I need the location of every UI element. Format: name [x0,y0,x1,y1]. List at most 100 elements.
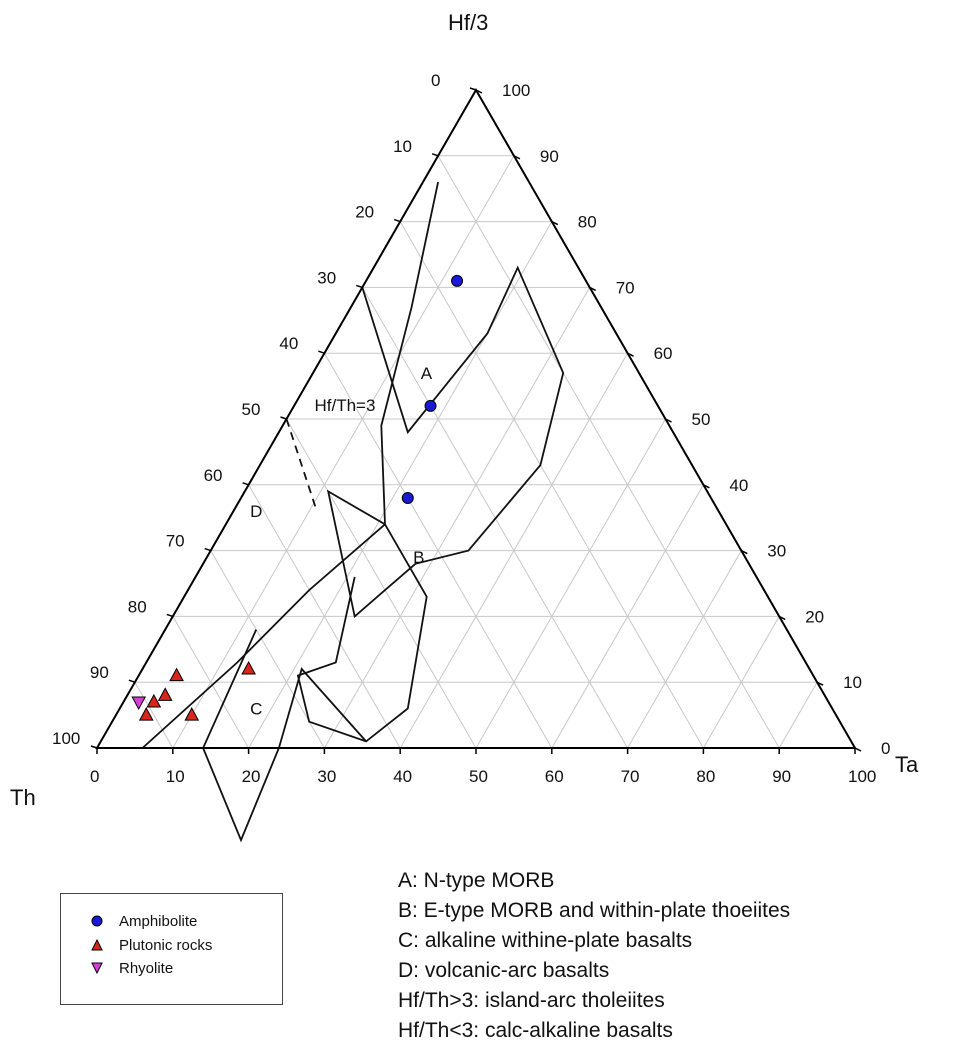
triangle-up-marker-icon [91,939,103,951]
right-axis-tick [665,418,672,423]
plutonic-rocks-point [138,707,154,721]
legend-label: Plutonic rocks [119,936,213,954]
right-axis-tick [551,220,559,226]
key-line: C: alkaline withine-plate basalts [398,929,693,952]
apex-label-top: Hf/3 [448,10,488,35]
plutonic-rocks-point [157,687,173,701]
left-axis-tick [356,284,363,289]
field-label-a: A [421,364,433,383]
bottom-axis-tick-label: 20 [242,767,261,786]
field-a-outline [326,181,565,619]
plutonic-rocks-point [146,693,162,708]
right-axis-tick-label: 40 [729,476,748,495]
left-axis-tick [280,416,287,420]
legend-item-rhyolite: Rhyolite [91,957,173,979]
left-axis-tick [318,350,325,354]
grid-line [778,681,818,749]
left-axis-tick-label: 50 [242,400,261,419]
legend-item-amphibolite: Amphibolite [91,910,197,932]
legend-label: Rhyolite [119,959,174,977]
amphibolite-point [401,491,414,504]
left-axis-tick [469,87,477,91]
plutonic-rocks-point [169,667,184,682]
left-axis-tick-label: 20 [355,203,374,222]
circle-marker-icon [91,915,103,927]
bottom-axis-tick-label: 80 [696,767,715,786]
grid-line [248,484,401,749]
left-axis-tick-label: 10 [393,137,412,156]
right-axis-tick [740,549,748,555]
field-key: A: N-type MORB B: E-type MORB and within… [398,866,790,1046]
bottom-axis-tick-label: 100 [848,767,876,786]
field-b-outline [296,523,428,743]
right-axis-tick-label: 90 [540,147,559,166]
left-axis-tick [393,218,401,223]
grid-line [323,287,591,749]
key-line: Hf/Th>3: island-arc tholeiites [398,989,665,1012]
right-axis-tick-label: 30 [767,542,786,561]
apex-label-right: Ta [895,752,919,777]
right-axis-tick-label: 60 [654,344,673,363]
left-axis-tick-label: 100 [52,729,80,748]
key-line: D: volcanic-arc basalts [398,959,610,982]
grid-line [134,681,174,749]
hf-th-3-line [285,418,318,512]
bottom-axis-tick-label: 70 [621,767,640,786]
right-axis-tick-label: 10 [843,673,862,692]
grid-line [286,418,477,749]
left-axis-tick [166,613,174,618]
key-line: Hf/Th<3: calc-alkaline basalts [398,1019,673,1042]
right-axis-tick [589,286,597,292]
right-axis-tick-label: 50 [692,410,711,429]
ternary-diagram: A B C D Hf/Th=3 0 0 0 10 10 10 20 20 20 30 30 30 40 40 40 5… [10,10,919,843]
rhyolite-point [131,696,147,710]
bottom-axis-tick-label: 30 [317,767,336,786]
right-axis-tick [854,747,862,752]
grid-lines [134,155,818,749]
bottom-axis-tick-label: 10 [166,767,185,786]
right-axis-tick [816,681,824,686]
right-axis-tick-label: 100 [502,81,530,100]
bottom-axis-tick-label: 60 [545,767,564,786]
right-axis-tick-label: 20 [805,607,824,626]
plutonic-rocks-point [184,707,200,721]
right-axis-tick [627,352,634,357]
left-axis-tick [204,547,211,552]
key-line: B: E-type MORB and within-plate thoeiite… [398,899,791,922]
left-axis-tick-label: 30 [317,268,336,287]
data-points [131,274,464,721]
left-axis-tick [90,745,98,749]
bottom-axis-tick-label: 50 [469,767,488,786]
field-boundaries: A B C D Hf/Th=3 [141,181,565,843]
right-axis-tick-label: 80 [578,213,597,232]
grid-line [475,418,666,749]
triangle-down-marker-icon [91,962,103,974]
left-axis-tick-label: 90 [90,663,109,682]
grid-line [210,550,325,749]
grid-line [172,155,515,749]
grid-line [551,484,704,749]
amphibolite-point [424,399,437,412]
right-axis-tick-label: 70 [616,278,635,297]
right-axis-tick-label: 0 [881,739,890,758]
field-label-c: C [250,700,262,719]
legend-label: Amphibolite [119,912,198,930]
key-line: A: N-type MORB [398,869,555,892]
bottom-axis-tick-label: 40 [393,767,412,786]
apex-label-left: Th [10,785,36,810]
field-label-b: B [413,548,424,567]
tick-labels: 0 0 0 10 10 10 20 20 20 30 30 30 40 40 40 50 50 50 60 60 60 7… [52,71,890,786]
field-label-d: D [250,502,262,521]
grid-line [627,550,742,749]
field-c-outline [202,629,367,843]
legend: Amphibolite Plutonic rocks Rhyolite [60,893,283,1005]
hf-th-3-label: Hf/Th=3 [315,396,376,415]
left-axis-tick [431,153,439,157]
right-axis-tick [703,484,710,489]
grid-line [702,616,780,749]
right-axis-tick [778,615,786,621]
left-axis-tick [242,482,249,486]
bottom-axis-tick-label: 0 [90,767,99,786]
grid-line [172,616,250,749]
bottom-axis-tick-label: 90 [772,767,791,786]
